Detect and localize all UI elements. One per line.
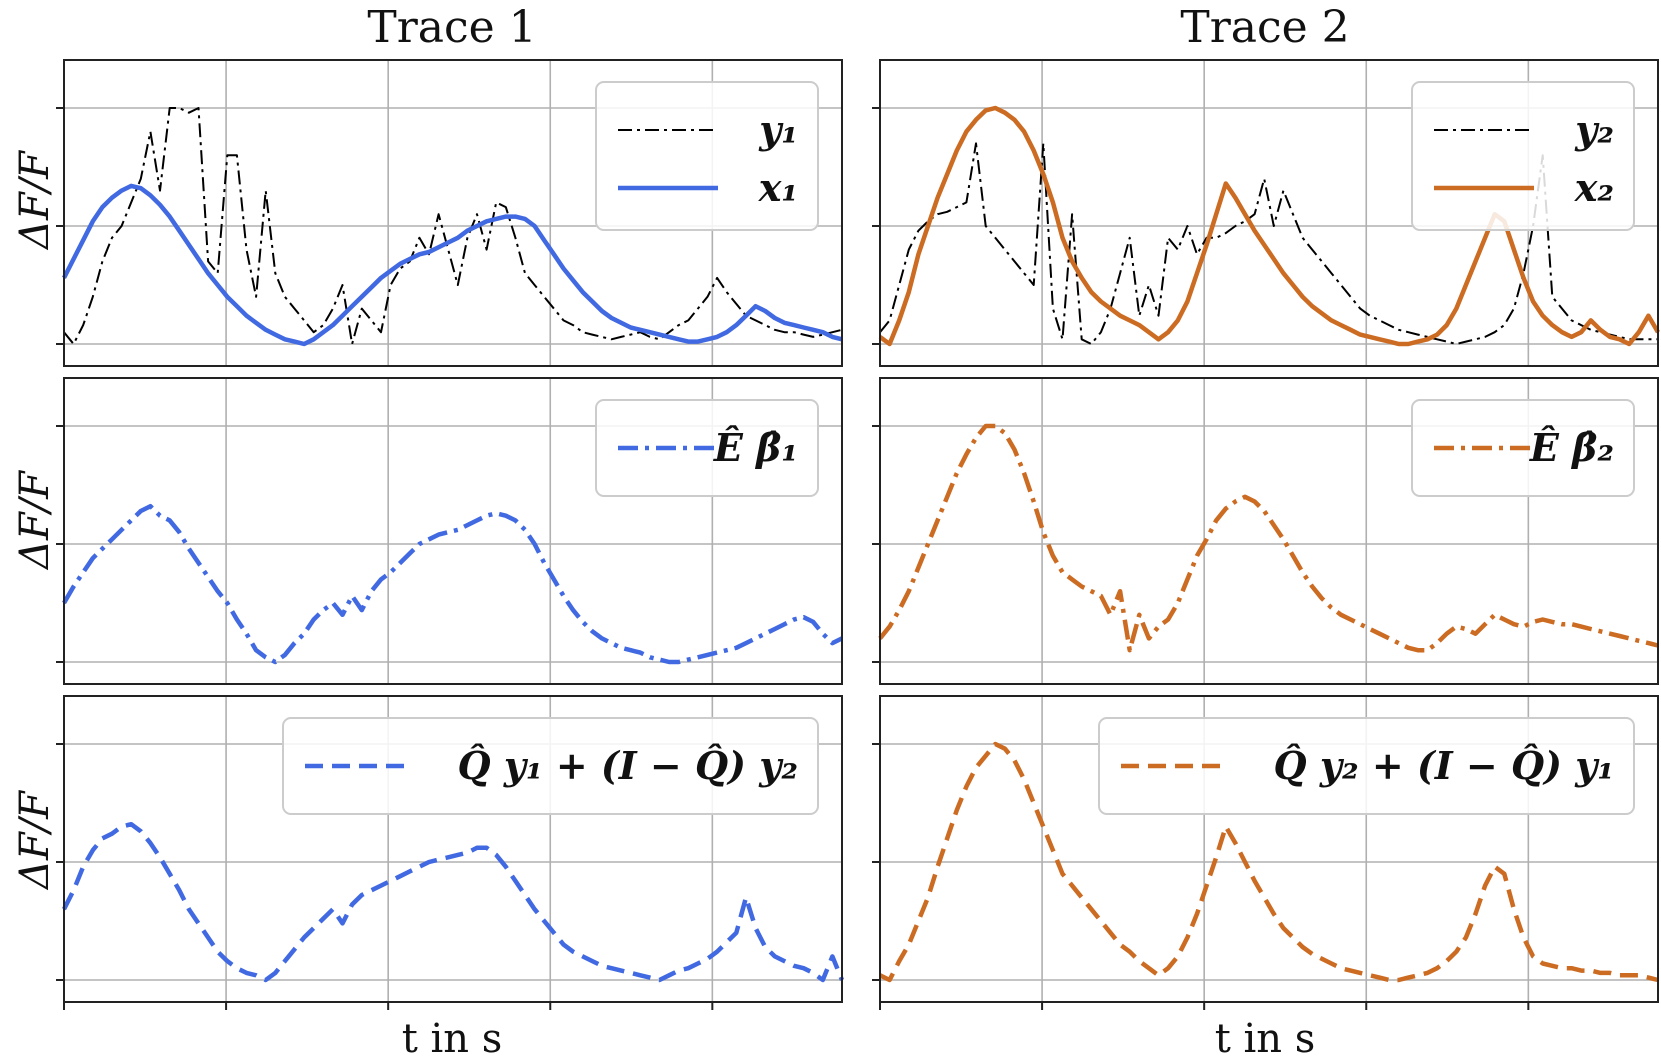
panel-trace1-row3: Q̂ y₁ + (I − Q̂) y₂: [56, 695, 845, 1010]
panel-trace2-row2: Ê β̂₂: [872, 377, 1659, 685]
legend-label: y₂: [1574, 107, 1614, 152]
panel-frame: [879, 59, 1659, 367]
column-title-trace-2: Trace 2: [1180, 2, 1349, 53]
legend-label: x₁: [758, 165, 798, 210]
panel-trace2-row3: Q̂ y₂ + (I − Q̂) y₁: [872, 695, 1659, 1010]
column-title-trace-1: Trace 1: [367, 2, 536, 53]
legend-box: [1098, 717, 1635, 815]
series-line-observed: [63, 107, 843, 345]
series-line-estimate: [61, 183, 843, 347]
panel-frame: [63, 377, 843, 685]
ylabel-row-1: ΔF/F: [12, 150, 58, 251]
series-line-estimate: [879, 741, 1659, 983]
series-line-estimate: [878, 423, 1659, 653]
series-line-estimate: [878, 105, 1660, 347]
legend-box: [1411, 81, 1635, 231]
series-line-observed: [879, 142, 1658, 345]
panel-trace2-row1: y₂ x₂: [872, 59, 1660, 367]
series-line-estimate: [61, 821, 845, 983]
legend-box: [282, 717, 819, 815]
panel-frame: [879, 695, 1659, 1003]
xlabel-left: t in s: [402, 1016, 503, 1062]
panel-frame: [63, 695, 843, 1003]
ylabel-row-2: ΔF/F: [12, 470, 58, 571]
legend-label: Ê β̂₁: [713, 425, 798, 470]
panel-trace1-row1: y₁ x₁: [56, 59, 843, 367]
xlabel-right: t in s: [1215, 1016, 1316, 1062]
legend-box: [595, 81, 819, 231]
legend-label: Q̂ y₁ + (I − Q̂) y₂: [458, 743, 798, 788]
legend-label: Q̂ y₂ + (I − Q̂) y₁: [1274, 743, 1614, 788]
legend-label: y₁: [758, 107, 798, 152]
legend-label: Ê β̂₂: [1529, 425, 1614, 470]
panel-frame: [63, 59, 843, 367]
series-line-estimate: [62, 503, 843, 665]
ylabel-row-3: ΔF/F: [12, 790, 58, 891]
panel-frame: [879, 377, 1659, 685]
panel-trace1-row2: Ê β̂₁: [56, 377, 843, 685]
legend-label: x₂: [1574, 165, 1614, 210]
